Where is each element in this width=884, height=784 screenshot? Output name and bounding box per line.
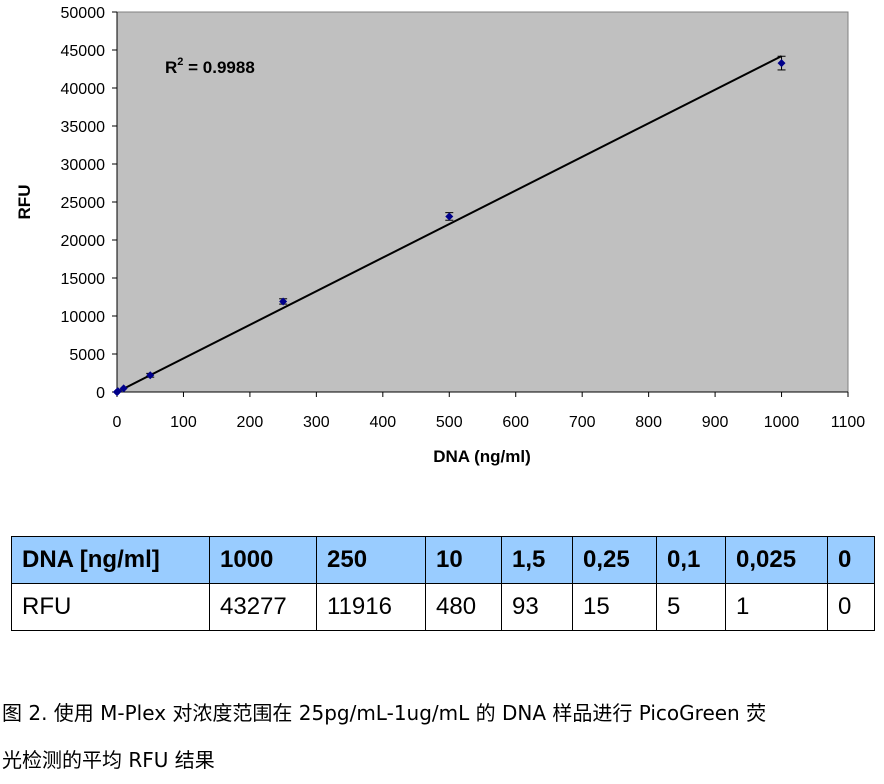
y-tick-label: 40000 — [61, 81, 106, 98]
y-tick-label: 30000 — [61, 157, 106, 174]
r2-prefix: R — [165, 58, 177, 77]
x-tick-label: 400 — [369, 414, 396, 431]
caption-line-1: 图 2. 使用 M-Plex 对浓度范围在 25pg/mL-1ug/mL 的 D… — [2, 701, 767, 725]
table-cell: 93 — [501, 583, 573, 631]
table-header-cell: 0 — [827, 536, 875, 584]
table-header-cell: 0,25 — [572, 536, 657, 584]
data-point — [113, 387, 122, 396]
y-tick-label: 35000 — [61, 119, 106, 136]
table-cell: 15 — [572, 583, 657, 631]
table-header-cell: 10 — [425, 536, 502, 584]
y-tick-label: 45000 — [61, 43, 106, 60]
table-header-cell: 1000 — [209, 536, 317, 584]
r2-annotation: R2 = 0.9988 — [165, 56, 255, 77]
x-tick-label: 900 — [702, 414, 729, 431]
data-point — [445, 212, 454, 221]
table-cell: RFU — [11, 583, 210, 631]
x-axis-title: DNA (ng/ml) — [433, 447, 531, 466]
table-header-row: DNA [ng/ml] 1000 250 10 1,5 0,25 0,1 0,025 0 — [11, 536, 875, 584]
caption-line-2: 光检测的平均 RFU 结果 — [2, 748, 215, 772]
y-tick-label: 25000 — [61, 195, 106, 212]
x-tick-label: 600 — [502, 414, 529, 431]
table-header-cell: 0,1 — [656, 536, 726, 584]
table-header-cell: 1,5 — [501, 536, 573, 584]
table-header-cell: DNA [ng/ml] — [11, 536, 210, 584]
y-tick-label: 15000 — [61, 271, 106, 288]
x-tick-label: 500 — [436, 414, 463, 431]
table-header-cell: 250 — [316, 536, 426, 584]
x-tick-label: 1000 — [764, 414, 800, 431]
x-tick-label: 100 — [170, 414, 197, 431]
y-tick-label: 20000 — [61, 233, 106, 250]
table-cell: 1 — [725, 583, 828, 631]
table-cell: 0 — [827, 583, 875, 631]
table-cell: 5 — [656, 583, 726, 631]
r2-superscript: 2 — [177, 56, 183, 68]
plot-area — [116, 11, 849, 393]
y-tick-label: 10000 — [61, 309, 106, 326]
table-cell: 43277 — [209, 583, 317, 631]
x-tick-label: 0 — [113, 414, 122, 431]
y-tick-label: 50000 — [61, 5, 106, 22]
table-row: RFU 43277 11916 480 93 15 5 1 0 — [11, 583, 875, 631]
table-header-cell: 0,025 — [725, 536, 828, 584]
y-tick-label: 5000 — [69, 347, 105, 364]
x-tick-label: 1100 — [831, 414, 866, 431]
data-table: DNA [ng/ml] 1000 250 10 1,5 0,25 0,1 0,025 0 RFU 4… — [11, 536, 875, 631]
y-tick-label: 0 — [96, 385, 105, 402]
figure-caption: 图 2. 使用 M-Plex 对浓度范围在 25pg/mL-1ug/mL 的 D… — [2, 690, 882, 784]
data-point — [119, 384, 128, 393]
data-point — [146, 371, 155, 380]
r2-value: = 0.9988 — [183, 58, 254, 77]
table-cell: 11916 — [316, 583, 426, 631]
data-point — [777, 59, 786, 68]
table-cell: 480 — [425, 583, 502, 631]
x-tick-label: 800 — [635, 414, 662, 431]
trendline — [116, 55, 782, 393]
chart: 0 5000 10000 15000 20000 25000 30000 35000 40000… — [15, 5, 866, 466]
y-axis-title: RFU — [15, 185, 34, 220]
x-tick-label: 700 — [569, 414, 596, 431]
x-tick-label: 200 — [237, 414, 264, 431]
x-tick-label: 300 — [303, 414, 330, 431]
chart-svg: 0500010000150002000025000300003500040000… — [15, 5, 866, 466]
data-point — [279, 297, 288, 306]
